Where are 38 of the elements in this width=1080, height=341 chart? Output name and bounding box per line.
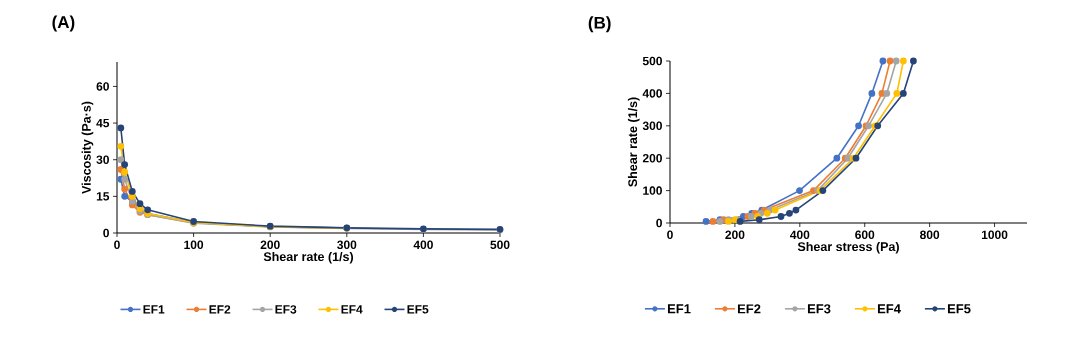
y-axis-title: Shear rate (1/s) bbox=[627, 97, 640, 187]
chart-title: (B) bbox=[588, 16, 611, 33]
x-tick-label: 0 bbox=[114, 240, 120, 250]
x-axis-title: Shear rate (1/s) bbox=[263, 251, 354, 264]
legend-label: EF1 bbox=[667, 304, 691, 314]
legend-label: EF1 bbox=[143, 305, 165, 314]
y-tick-label: 300 bbox=[642, 121, 662, 131]
legend-label: EF2 bbox=[209, 305, 231, 314]
legend-label: EF2 bbox=[737, 304, 761, 314]
chart-title: (A) bbox=[52, 15, 75, 32]
x-axis-title: Shear stress (Pa) bbox=[797, 241, 899, 254]
y-tick-label: 60 bbox=[96, 82, 109, 91]
legend-label: EF3 bbox=[275, 305, 297, 314]
x-tick-label: 300 bbox=[337, 240, 357, 250]
y-tick-label: 400 bbox=[642, 89, 662, 98]
y-axis-title: Viscosity (Pa·s) bbox=[81, 101, 94, 194]
y-tick-label: 100 bbox=[643, 186, 662, 195]
legend-label: EF4 bbox=[877, 304, 901, 314]
x-tick-label: 800 bbox=[920, 230, 940, 240]
x-tick-label: 500 bbox=[490, 240, 510, 250]
y-tick-label: 500 bbox=[642, 56, 662, 66]
x-tick-label: 200 bbox=[725, 230, 745, 240]
legend-label: EF5 bbox=[407, 305, 429, 314]
x-tick-label: 400 bbox=[413, 240, 433, 250]
x-tick-label: 1000 bbox=[981, 230, 1008, 240]
y-tick-label: 0 bbox=[656, 218, 662, 228]
x-tick-label: 100 bbox=[184, 240, 204, 250]
x-tick-label: 200 bbox=[260, 240, 280, 250]
x-tick-label: 400 bbox=[790, 230, 810, 240]
x-tick-label: 0 bbox=[667, 230, 673, 240]
legend-label: EF4 bbox=[341, 305, 363, 314]
y-tick-label: 15 bbox=[96, 192, 110, 201]
y-tick-label: 45 bbox=[96, 118, 110, 128]
x-tick-label: 600 bbox=[855, 230, 875, 240]
legend-label: EF5 bbox=[947, 304, 971, 314]
y-tick-label: 200 bbox=[642, 153, 662, 163]
y-tick-label: 30 bbox=[96, 155, 109, 164]
legend-label: EF3 bbox=[807, 304, 831, 314]
